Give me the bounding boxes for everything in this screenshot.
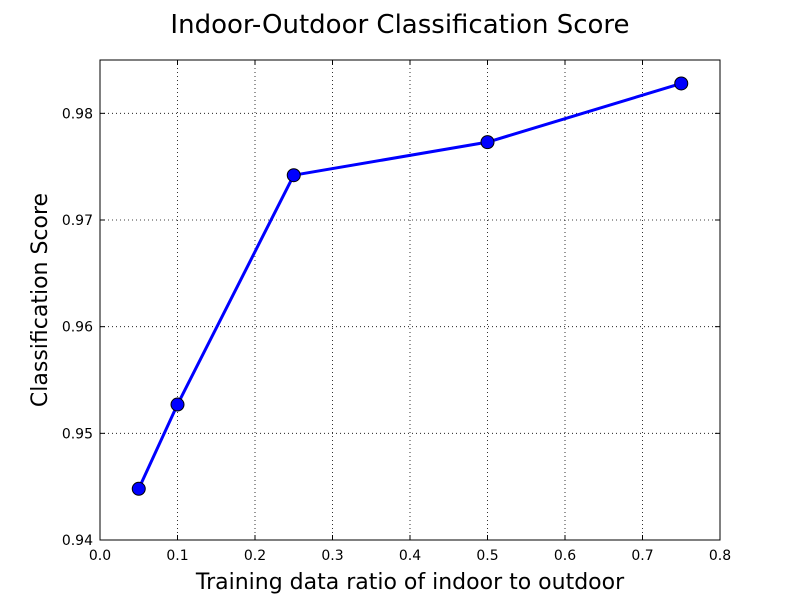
- y-tick-label: 0.96: [62, 320, 93, 336]
- x-tick-label: 0.7: [631, 548, 653, 564]
- x-axis-label: Training data ratio of indoor to outdoor: [195, 570, 625, 595]
- y-tick-label: 0.98: [62, 106, 93, 122]
- grid: [100, 60, 720, 540]
- data-point: [131, 481, 146, 496]
- y-axis-label: Classification Score: [28, 193, 53, 407]
- y-tick-label: 0.95: [62, 426, 93, 442]
- x-tick-label: 0.1: [166, 548, 188, 564]
- data-point: [170, 397, 185, 412]
- x-tick-label: 0.3: [321, 548, 343, 564]
- x-tick-label: 0.5: [476, 548, 498, 564]
- x-tick-label: 0.8: [709, 548, 731, 564]
- x-tick-label: 0.6: [554, 548, 576, 564]
- x-tick-label: 0.0: [89, 548, 111, 564]
- chart-title: Indoor-Outdoor Classification Score: [170, 10, 629, 40]
- data-point: [480, 135, 495, 150]
- x-tick-label: 0.4: [399, 548, 421, 564]
- y-tick-label: 0.97: [62, 213, 93, 229]
- series-layer: [131, 76, 689, 496]
- x-tick-label: 0.2: [244, 548, 266, 564]
- data-point: [286, 168, 301, 183]
- y-tick-label: 0.94: [62, 533, 93, 549]
- axis-ticks: 0.0 0.1 0.2 0.3 0.4 0.5 0.6 0.7 0.8 0.94 0.95 0.96 0…: [62, 60, 731, 564]
- data-point: [674, 76, 689, 91]
